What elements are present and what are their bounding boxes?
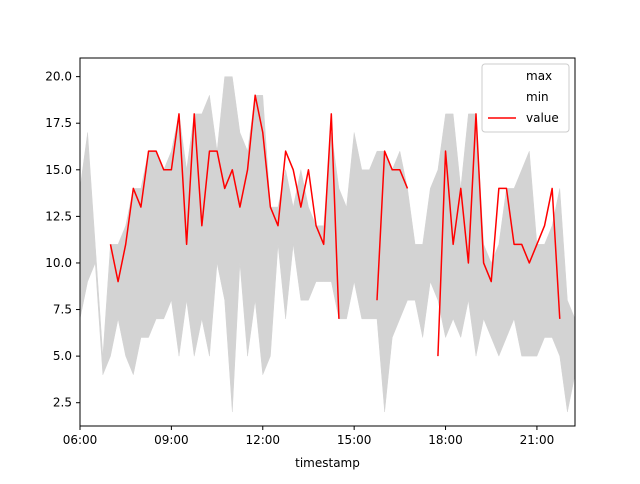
legend-box bbox=[481, 63, 570, 133]
y-tick-label: 12.5 bbox=[45, 209, 72, 223]
y-tick-label: 10.0 bbox=[45, 256, 72, 270]
y-tick-label: 15.0 bbox=[45, 163, 72, 177]
value-line-segment-0 bbox=[109, 94, 340, 319]
plot-frame bbox=[79, 57, 576, 427]
y-tick-label: 17.5 bbox=[45, 116, 72, 130]
x-tick-label: 18:00 bbox=[428, 433, 463, 447]
y-tick-label: 2.5 bbox=[53, 396, 72, 410]
x-tick-label: 12:00 bbox=[245, 433, 280, 447]
y-tick-label: 5.0 bbox=[53, 349, 72, 363]
legend-label-value: value bbox=[526, 111, 559, 125]
value-line-segment-1 bbox=[376, 150, 409, 301]
legend: max min value bbox=[481, 63, 570, 133]
value-line-segment-2 bbox=[437, 113, 561, 357]
x-tick-label: 21:00 bbox=[520, 433, 555, 447]
x-tick-label: 15:00 bbox=[337, 433, 372, 447]
x-tick-label: 09:00 bbox=[154, 433, 189, 447]
value-line-layer bbox=[109, 94, 561, 357]
x-axis-label: timestamp bbox=[295, 456, 360, 470]
x-axis-ticks: 06:00 09:00 12:00 15:00 18:00 21:00 bbox=[63, 426, 555, 447]
y-axis-ticks: 2.5 5.0 7.5 10.0 12.5 15.0 17.5 20.0 bbox=[45, 70, 80, 410]
x-tick-label: 06:00 bbox=[63, 433, 98, 447]
legend-label-min: min bbox=[526, 90, 549, 104]
legend-label-max: max bbox=[526, 69, 552, 83]
y-tick-label: 20.0 bbox=[45, 70, 72, 84]
y-tick-label: 7.5 bbox=[53, 303, 72, 317]
